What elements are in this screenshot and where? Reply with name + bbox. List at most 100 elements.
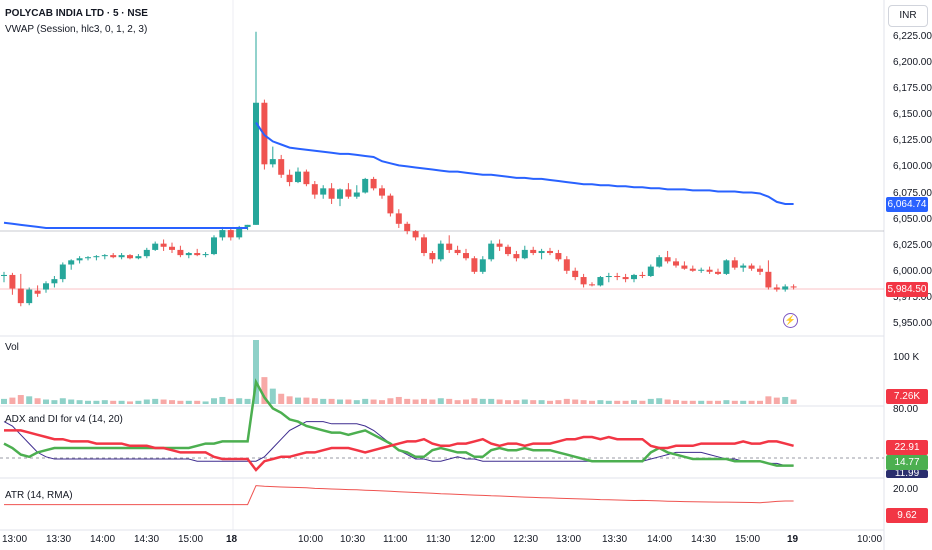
candle-body [68, 260, 75, 265]
volume-bar [211, 398, 217, 404]
volume-bar [404, 398, 411, 404]
price-axis-label: 5,975.00 [893, 291, 932, 303]
candle-body [673, 261, 679, 266]
currency-button[interactable]: INR [888, 5, 928, 27]
candle-body [236, 226, 243, 238]
candle-body [580, 277, 587, 285]
price-axis-label: 5,950.00 [893, 318, 932, 329]
candle-body [731, 260, 738, 268]
volume-bar [110, 400, 117, 404]
candle-body [51, 279, 58, 284]
volume-bar [530, 400, 537, 404]
price-axis-label: 6,200.00 [893, 57, 932, 69]
volume-bar [236, 398, 243, 404]
candle-body [454, 249, 461, 254]
candle-body [118, 255, 125, 258]
time-axis-label: 10:30 [340, 534, 366, 545]
adx-axis-80: 80.00 [893, 404, 919, 415]
candle-body [563, 259, 570, 271]
volume-bar [463, 399, 469, 404]
volume-pane-label[interactable]: Vol [5, 342, 19, 353]
candle-body [647, 266, 654, 276]
volume-bar [26, 396, 33, 404]
candle-body [43, 283, 49, 290]
time-axis-label: 13:30 [602, 534, 628, 545]
candle-body [597, 277, 604, 286]
candle-body [706, 269, 713, 272]
volume-bar [412, 399, 419, 404]
volume-bar [135, 400, 142, 404]
adx-tag: 11.99 [886, 470, 928, 478]
time-axis-label: 15:00 [178, 534, 204, 545]
candle-body [589, 284, 595, 286]
price-axis-label: 6,025.00 [893, 239, 932, 251]
candle-body [337, 189, 343, 199]
last-price-tag: 5,984.50 [886, 282, 928, 297]
volume-bar [547, 400, 553, 404]
volume-bar [127, 401, 133, 404]
candle-body [370, 178, 377, 189]
volume-bar [185, 400, 192, 404]
volume-bar [253, 340, 259, 404]
volume-bar [244, 398, 251, 404]
volume-bar [647, 398, 654, 404]
volume-bar [194, 400, 201, 404]
candle-body [765, 271, 772, 288]
volume-bar [748, 400, 755, 404]
volume-bar [538, 400, 545, 404]
volume-bar [278, 393, 285, 404]
time-axis-label: 14:00 [647, 534, 673, 545]
volume-bar [572, 399, 579, 404]
volume-bar [261, 377, 268, 404]
symbol-title[interactable]: POLYCAB INDIA LTD · 5 · NSE [5, 8, 148, 19]
time-axis-label: 14:30 [691, 534, 717, 545]
candle-body [295, 171, 301, 183]
volume-bar [353, 400, 360, 404]
candle-body [101, 255, 108, 257]
price-axis-label: 6,000.00 [893, 265, 932, 277]
time-axis-label: 13:30 [46, 534, 72, 545]
candle-body [211, 237, 217, 255]
candle-body [412, 231, 419, 238]
time-axis-label: 12:30 [513, 534, 539, 545]
volume-bar [681, 400, 688, 404]
volume-bar [555, 400, 562, 404]
volume-bar [286, 396, 293, 404]
candle-body [631, 274, 637, 280]
volume-bar [496, 399, 503, 404]
volume-bar [622, 400, 629, 404]
volume-bar [320, 398, 327, 404]
candle-body [773, 287, 780, 290]
time-axis-label: 15:00 [735, 534, 761, 545]
volume-bar [93, 400, 100, 404]
candle-body [152, 243, 159, 250]
vwap-indicator-label[interactable]: VWAP (Session, hlc3, 0, 1, 2, 3) [5, 24, 148, 35]
candle-body [538, 250, 545, 254]
candle-body [689, 268, 696, 271]
atr-value-tag: 9.62 [886, 508, 928, 523]
price-axis-label: 6,050.00 [893, 213, 932, 225]
vwap-line-session-2 [255, 122, 794, 205]
price-axis-label: 6,075.00 [893, 187, 932, 199]
price-axis-label: 6,225.00 [893, 31, 932, 42]
adx-pane-label[interactable]: ADX and DI for v4 (14, 20) [5, 414, 123, 425]
volume-bar [790, 399, 797, 404]
candle-body [437, 243, 444, 260]
lightning-icon[interactable]: ⚡ [783, 313, 798, 328]
candles [1, 31, 797, 307]
candle-body [286, 174, 293, 183]
atr-pane-label[interactable]: ATR (14, RMA) [5, 490, 73, 501]
candle-body [748, 265, 755, 269]
candle-body [790, 286, 797, 288]
volume-bar [454, 400, 461, 404]
volume-bar [563, 398, 570, 404]
volume-bar [51, 400, 58, 404]
candle-body [362, 178, 369, 193]
candle-body [521, 249, 528, 259]
plus-di-tag: 22.91 [886, 440, 928, 455]
time-axis-label: 10:00 [298, 534, 324, 545]
volume-bar [101, 400, 108, 404]
candle-body [227, 230, 234, 238]
candle-body [513, 254, 520, 259]
